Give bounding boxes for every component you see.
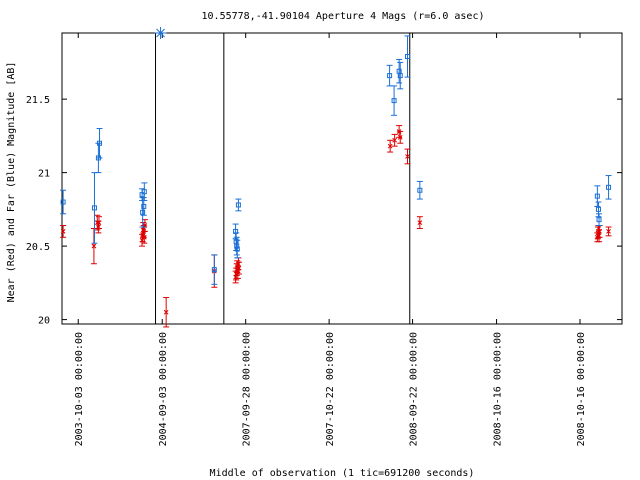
data-point — [404, 148, 411, 165]
x-tick-label: 2008-10-16 00:00:00 — [493, 332, 504, 446]
point-marker — [596, 217, 602, 223]
data-point — [387, 139, 394, 153]
data-point — [140, 197, 147, 216]
point-marker — [163, 309, 169, 315]
y-tick-label: 20.5 — [26, 242, 50, 253]
y-axis-ticks: 20 20.5 21 21.5 — [26, 95, 622, 327]
point-marker — [234, 243, 240, 249]
point-marker — [140, 209, 146, 215]
plot-border — [61, 32, 623, 325]
data-point — [90, 227, 97, 265]
data-point — [96, 128, 103, 159]
data-point — [397, 61, 404, 90]
data-point — [163, 297, 170, 328]
special-markers — [154, 27, 167, 39]
point-marker — [141, 234, 147, 240]
plot-frame — [61, 32, 623, 325]
point-marker — [387, 73, 393, 79]
data-point — [416, 216, 423, 229]
x-axis-ticks: 2003-10-03 00:00:00 2004-09-03 00:00:00 20… — [74, 33, 587, 446]
point-marker — [594, 193, 600, 199]
y-tick-label: 20 — [38, 316, 50, 327]
data-point — [391, 133, 398, 147]
x-axis-label: Middle of observation (1 tic=691200 seco… — [210, 468, 475, 479]
point-marker — [233, 228, 239, 234]
point-marker — [405, 54, 411, 60]
point-marker — [211, 267, 217, 273]
point-marker — [141, 203, 147, 209]
point-marker — [387, 143, 393, 149]
x-tick-label: 2004-09-03 00:00:00 — [158, 332, 169, 446]
point-marker — [391, 98, 397, 104]
data-point — [235, 198, 242, 212]
data-point — [60, 225, 67, 238]
asterisk-marker — [154, 27, 167, 39]
data-point — [416, 180, 423, 200]
data-point — [404, 35, 411, 78]
data-point — [594, 185, 601, 207]
point-marker — [397, 73, 403, 79]
data-point — [141, 182, 148, 202]
x-tick-label: 2008-09-22 00:00:00 — [409, 332, 420, 446]
y-axis-label: Near (Red) and Far (Blue) Magnitude [AB] — [6, 62, 17, 303]
data-point — [235, 261, 242, 275]
x-tick-label: 2003-10-03 00:00:00 — [74, 332, 85, 446]
series-1 — [60, 35, 612, 285]
data-point — [234, 239, 241, 259]
point-marker — [417, 187, 423, 193]
point-marker — [91, 243, 97, 249]
point-marker — [606, 184, 612, 190]
x-tick-label: 2007-09-28 00:00:00 — [242, 332, 253, 446]
data-point — [232, 223, 239, 240]
point-marker — [606, 229, 611, 234]
y-tick-label: 21.5 — [26, 95, 50, 106]
data-point — [596, 213, 603, 227]
data-point — [391, 85, 398, 116]
point-marker — [392, 137, 397, 143]
segment-dividers — [155, 33, 411, 324]
point-marker — [405, 154, 410, 159]
point-marker — [417, 220, 423, 225]
chart-title: 10.55778,-41.90104 Aperture 4 Mags (r=6.… — [202, 11, 485, 22]
point-marker — [234, 246, 240, 252]
data-point — [60, 189, 67, 215]
data-point — [396, 58, 403, 84]
point-marker — [236, 265, 242, 271]
y-tick-label: 21 — [38, 169, 50, 180]
data-point — [211, 254, 218, 285]
point-marker — [597, 229, 602, 234]
point-marker — [60, 229, 66, 234]
point-marker — [96, 220, 102, 225]
point-marker — [97, 140, 103, 146]
point-marker — [595, 206, 601, 212]
data-point — [605, 226, 612, 237]
data-point — [605, 175, 612, 200]
x-tick-label: 2008-10-16 00:00:00 — [576, 332, 587, 446]
point-marker — [60, 199, 66, 205]
x-tick-label: 2007-10-22 00:00:00 — [325, 332, 336, 446]
point-marker — [141, 189, 147, 195]
series-layer — [60, 35, 612, 328]
data-point — [95, 216, 102, 229]
point-marker — [235, 202, 241, 208]
data-point — [595, 201, 602, 218]
point-marker — [397, 134, 403, 140]
data-point — [397, 130, 404, 144]
data-point — [386, 64, 393, 87]
point-marker — [91, 205, 97, 211]
